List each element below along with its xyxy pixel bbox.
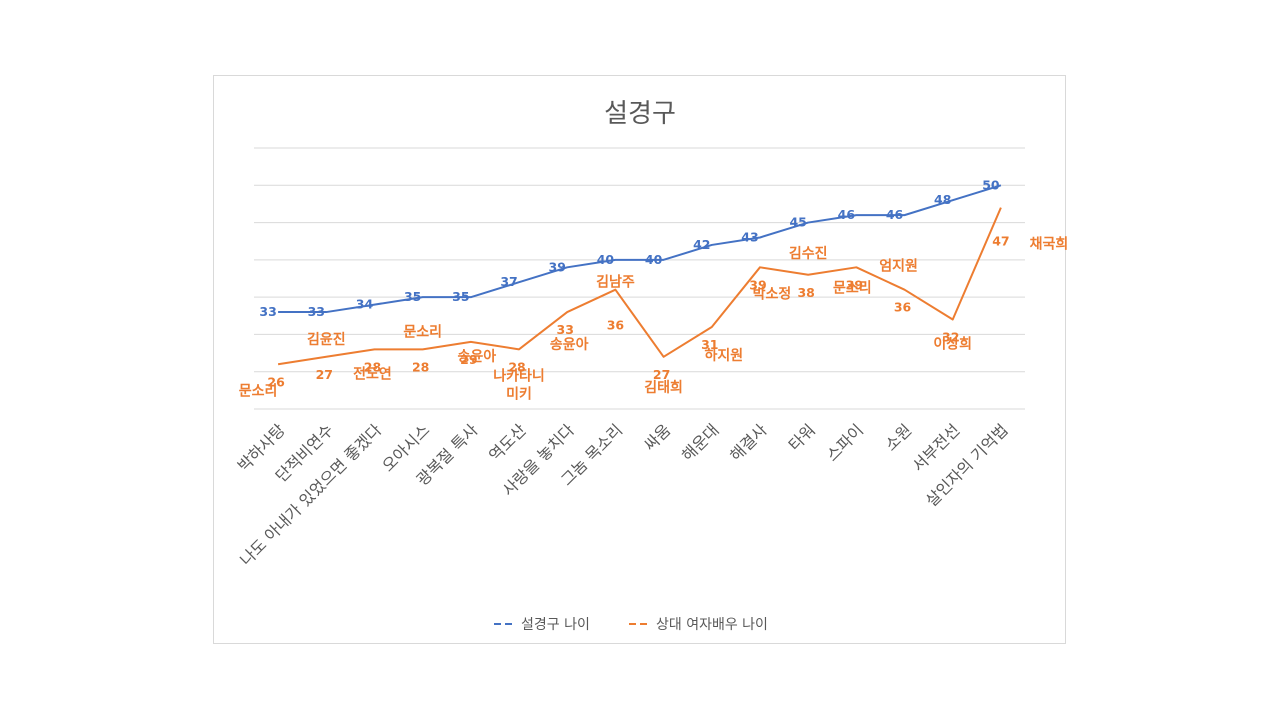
value-label: 40 xyxy=(597,252,615,267)
value-label: 32 xyxy=(942,330,959,345)
value-label: 42 xyxy=(693,237,710,252)
actress-name-label: 박소정 xyxy=(753,285,792,302)
actress-name-label: 김태희 xyxy=(644,379,683,396)
actress-name-label: 엄지원 xyxy=(879,259,918,275)
legend: 설경구 나이 상대 여자배우 나이 xyxy=(494,617,768,633)
actress-name-label: 나카타니 xyxy=(493,368,545,384)
value-label: 46 xyxy=(886,207,904,222)
category-label: 소원 xyxy=(881,420,915,454)
legend-label-2: 상대 여자배우 나이 xyxy=(656,617,768,633)
value-label: 27 xyxy=(316,367,333,382)
actress-name-label: 김남주 xyxy=(596,274,635,291)
series-lines xyxy=(277,184,1002,366)
value-label: 50 xyxy=(982,177,1000,192)
value-label: 38 xyxy=(797,285,814,300)
value-label: 39 xyxy=(749,277,766,292)
value-label: 31 xyxy=(701,337,718,352)
value-label: 39 xyxy=(846,277,863,292)
actress-name-label: 문소리 xyxy=(403,324,442,340)
value-label: 33 xyxy=(557,322,574,337)
value-label: 34 xyxy=(356,297,374,312)
series-line-1 xyxy=(278,184,1002,314)
value-label: 28 xyxy=(508,359,525,374)
actress-name-label: 하지원 xyxy=(704,347,743,364)
value-label: 29 xyxy=(460,352,477,367)
value-label: 48 xyxy=(934,192,951,207)
category-label: 싸움 xyxy=(640,420,674,454)
value-label: 37 xyxy=(500,274,517,289)
value-label: 47 xyxy=(992,234,1009,249)
legend-label-1: 설경구 나이 xyxy=(521,617,590,633)
actress-name-label: 이상희 xyxy=(933,336,972,353)
value-label: 28 xyxy=(364,359,381,374)
chart-title: 설경구 xyxy=(604,99,676,129)
value-label: 46 xyxy=(838,207,856,222)
value-label: 45 xyxy=(789,215,806,230)
value-label: 35 xyxy=(452,289,469,304)
actress-name-label: 송윤아 xyxy=(458,348,497,365)
value-label: 27 xyxy=(653,367,670,382)
category-label: 타워 xyxy=(785,420,819,454)
actress-name-label: 김수진 xyxy=(789,245,828,262)
value-label: 35 xyxy=(404,289,421,304)
actress-name-label: 김윤진 xyxy=(307,331,346,348)
value-label: 26 xyxy=(267,374,285,389)
value-label: 33 xyxy=(259,304,276,319)
actress-name-label: 미키 xyxy=(506,386,532,402)
value-label: 36 xyxy=(607,318,625,333)
value-label: 40 xyxy=(645,252,663,267)
value-label: 28 xyxy=(412,359,429,374)
category-label: 해결사 xyxy=(726,420,771,465)
data-labels: 33 33 34 35 35 37 39 40 40 42 43 45 46 46 48 50 26 27 28 28… xyxy=(239,177,1067,402)
actress-name-label: 문소리 xyxy=(833,280,872,296)
category-label: 해운대 xyxy=(678,420,723,465)
actress-name-label: 송윤아 xyxy=(550,336,589,353)
chart-frame: 설경구 박하사탕 단적비연수 나도 아내가 있었으면 좋겠다 오아시스 광복절 특사 역도… xyxy=(213,75,1067,644)
value-label: 33 xyxy=(308,304,325,319)
actress-name-label: 채국희 xyxy=(1030,237,1067,253)
value-label: 43 xyxy=(741,229,758,244)
value-label: 36 xyxy=(894,300,912,315)
series-line-2 xyxy=(277,207,1002,366)
actress-name-label: 전도연 xyxy=(353,365,392,382)
category-label: 역도산 xyxy=(485,420,530,465)
value-label: 39 xyxy=(549,259,566,274)
actress-name-label: 문소리 xyxy=(239,383,278,399)
category-label: 스파이 xyxy=(823,420,868,465)
